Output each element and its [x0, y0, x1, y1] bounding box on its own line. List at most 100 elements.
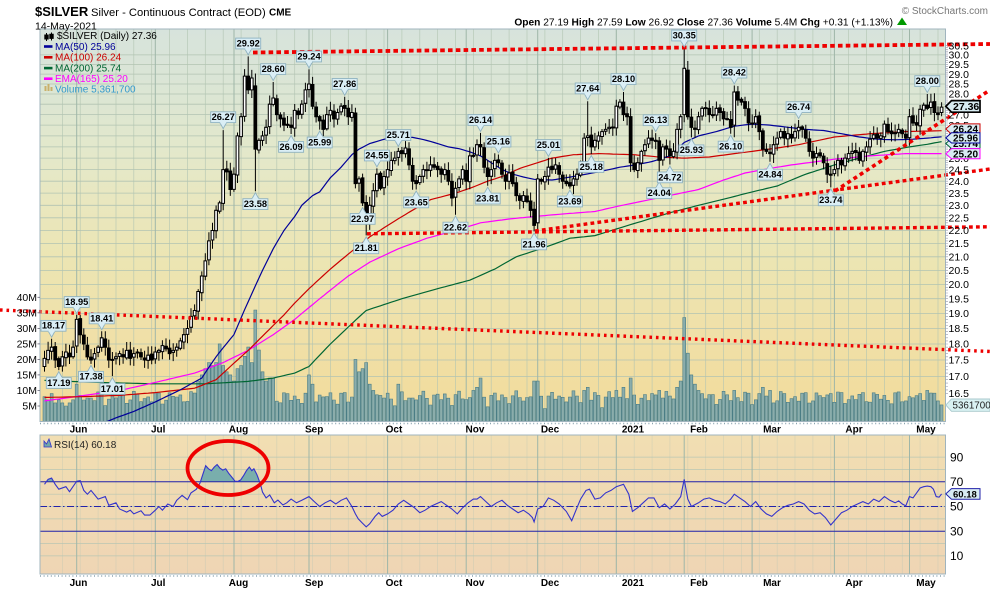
svg-text:90: 90	[950, 450, 964, 464]
svg-text:18.17: 18.17	[42, 321, 65, 331]
svg-text:Dec: Dec	[541, 578, 560, 589]
svg-text:22.5: 22.5	[949, 213, 970, 225]
svg-text:© StockCharts.com: © StockCharts.com	[902, 6, 988, 17]
svg-text:15M: 15M	[17, 369, 37, 381]
svg-text:Nov: Nov	[466, 578, 485, 589]
svg-text:19.5: 19.5	[949, 293, 970, 305]
svg-text:Apr: Apr	[845, 578, 862, 589]
svg-text:24.04: 24.04	[648, 188, 672, 198]
svg-text:Jun: Jun	[70, 425, 88, 436]
svg-text:Open 27.19 High 27.59 Low 26.9: Open 27.19 High 27.59 Low 26.92 Close 27…	[514, 18, 893, 29]
svg-text:25.01: 25.01	[537, 140, 560, 150]
svg-text:23.81: 23.81	[476, 194, 499, 204]
svg-text:Oct: Oct	[386, 425, 403, 436]
svg-text:10: 10	[950, 549, 964, 563]
svg-text:26.09: 26.09	[279, 142, 302, 152]
svg-text:Oct: Oct	[386, 578, 403, 589]
svg-text:22.62: 22.62	[444, 223, 467, 233]
svg-text:28.60: 28.60	[262, 64, 285, 74]
svg-text:23.69: 23.69	[558, 196, 581, 206]
svg-text:5M: 5M	[22, 401, 37, 413]
svg-text:23.5: 23.5	[949, 188, 970, 200]
svg-text:23.0: 23.0	[949, 200, 970, 212]
svg-text:20M: 20M	[17, 354, 37, 366]
svg-text:25.20: 25.20	[953, 149, 978, 160]
svg-text:26.13: 26.13	[644, 115, 667, 125]
svg-text:29.92: 29.92	[237, 38, 260, 48]
svg-text:24.84: 24.84	[758, 170, 782, 180]
svg-text:26.14: 26.14	[469, 115, 493, 125]
svg-text:25.96: 25.96	[953, 134, 978, 145]
svg-text:26.74: 26.74	[787, 102, 811, 112]
svg-text:25.93: 25.93	[680, 145, 703, 155]
svg-text:22.97: 22.97	[351, 214, 374, 224]
svg-text:21.96: 21.96	[522, 239, 545, 249]
svg-text:27.36: 27.36	[953, 101, 979, 113]
svg-text:2021: 2021	[622, 578, 645, 589]
svg-text:18.41: 18.41	[90, 313, 113, 323]
svg-text:RSI(14) 60.18: RSI(14) 60.18	[54, 440, 117, 451]
svg-text:17.01: 17.01	[101, 384, 124, 394]
svg-text:21.5: 21.5	[949, 238, 970, 250]
svg-text:MA(200) 25.74: MA(200) 25.74	[55, 63, 122, 74]
svg-text:27.64: 27.64	[576, 83, 600, 93]
svg-text:Feb: Feb	[690, 425, 708, 436]
svg-text:30.35: 30.35	[673, 30, 696, 40]
svg-text:40M: 40M	[17, 292, 37, 304]
svg-text:28.42: 28.42	[723, 68, 746, 78]
svg-text:26.10: 26.10	[719, 142, 742, 152]
svg-text:CME: CME	[269, 8, 292, 19]
svg-text:Nov: Nov	[466, 425, 485, 436]
svg-text:29.24: 29.24	[297, 51, 321, 61]
svg-text:EMA(165) 25.20: EMA(165) 25.20	[55, 74, 128, 85]
svg-text:2021: 2021	[622, 425, 645, 436]
svg-text:25M: 25M	[17, 338, 37, 350]
svg-text:19.0: 19.0	[949, 308, 970, 320]
svg-text:21.0: 21.0	[949, 252, 970, 264]
svg-text:Jul: Jul	[151, 425, 166, 436]
svg-text:23.58: 23.58	[244, 199, 267, 209]
svg-text:14-May-2021: 14-May-2021	[35, 21, 97, 33]
svg-text:25.18: 25.18	[580, 162, 603, 172]
svg-text:Silver - Continuous Contract (: Silver - Continuous Contract (EOD)	[91, 7, 266, 19]
svg-text:27.86: 27.86	[333, 79, 356, 89]
svg-text:May: May	[916, 425, 936, 436]
svg-text:25.71: 25.71	[387, 130, 410, 140]
svg-text:30.5: 30.5	[949, 40, 970, 52]
svg-text:24.55: 24.55	[365, 150, 388, 160]
svg-text:Jul: Jul	[151, 578, 166, 589]
svg-text:70: 70	[950, 475, 964, 489]
svg-text:18.5: 18.5	[949, 323, 970, 335]
svg-text:Sep: Sep	[305, 578, 323, 589]
svg-text:30: 30	[950, 524, 964, 538]
svg-text:$SILVER: $SILVER	[35, 4, 89, 19]
svg-text:Aug: Aug	[229, 578, 248, 589]
svg-text:May: May	[916, 578, 936, 589]
svg-text:17.19: 17.19	[47, 378, 70, 388]
svg-text:60.18: 60.18	[953, 489, 977, 500]
svg-text:17.0: 17.0	[949, 371, 970, 383]
svg-text:17.38: 17.38	[79, 372, 102, 382]
svg-text:Jun: Jun	[70, 578, 88, 589]
svg-text:50: 50	[950, 500, 964, 514]
svg-text:24.72: 24.72	[658, 172, 681, 182]
svg-text:26.27: 26.27	[212, 112, 235, 122]
svg-text:23.74: 23.74	[819, 195, 843, 205]
svg-text:Feb: Feb	[690, 578, 708, 589]
svg-text:5361700: 5361700	[953, 401, 990, 412]
svg-text:17.5: 17.5	[949, 355, 970, 367]
svg-text:24.0: 24.0	[949, 176, 970, 188]
svg-text:28.10: 28.10	[612, 74, 635, 84]
svg-text:23.65: 23.65	[405, 197, 428, 207]
svg-text:Apr: Apr	[845, 425, 862, 436]
svg-text:MA(50) 25.96: MA(50) 25.96	[55, 42, 116, 53]
svg-text:Sep: Sep	[305, 425, 323, 436]
svg-text:20.0: 20.0	[949, 279, 970, 291]
svg-text:25.16: 25.16	[487, 137, 510, 147]
svg-text:18.0: 18.0	[949, 339, 970, 351]
svg-text:Mar: Mar	[763, 425, 781, 436]
svg-text:35M: 35M	[17, 307, 37, 319]
svg-text:30M: 30M	[17, 323, 37, 335]
svg-text:18.95: 18.95	[65, 297, 88, 307]
svg-text:28.00: 28.00	[916, 76, 939, 86]
